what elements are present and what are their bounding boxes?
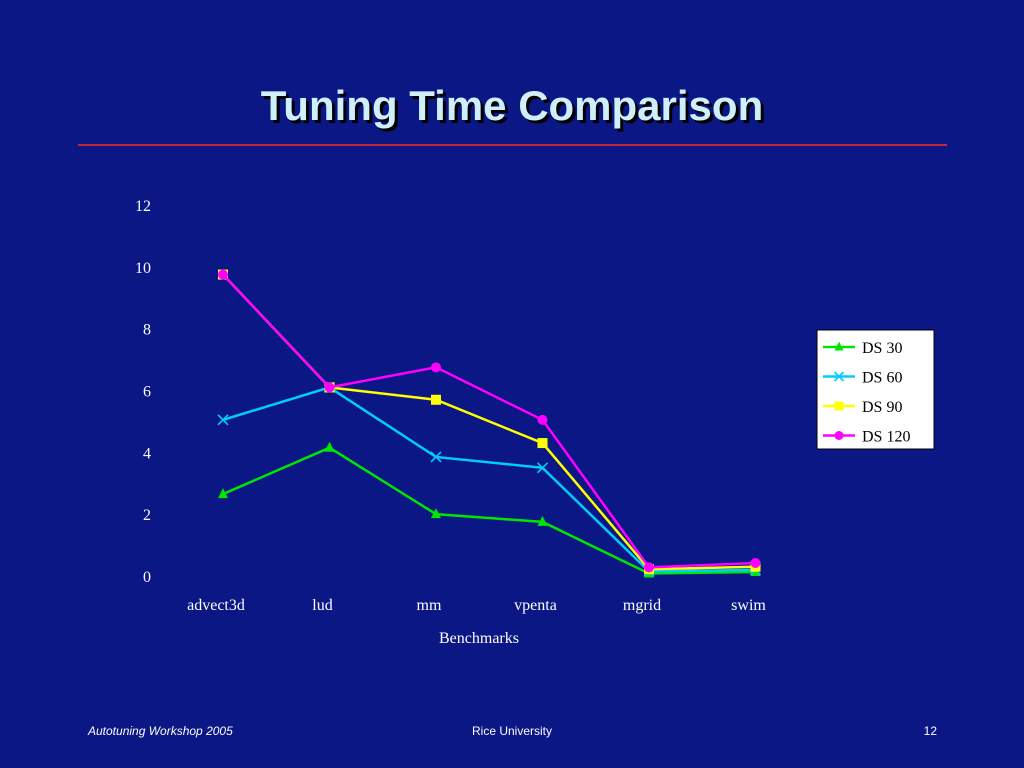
data-point: [218, 488, 228, 499]
x-marker-stroke: [217, 414, 229, 426]
x-tick-label: advect3d: [187, 597, 245, 614]
series-layer: [217, 269, 762, 578]
footer-event: Autotuning Workshop 2005: [88, 724, 233, 738]
data-point: [833, 371, 845, 382]
series-line: [222, 386, 756, 573]
series-ds-90: [218, 269, 761, 575]
legend-label: DS 30: [862, 340, 902, 357]
series-line: [222, 273, 756, 569]
y-tick-label: 6: [143, 384, 151, 401]
data-point: [431, 508, 441, 519]
legend-label: DS 90: [862, 399, 902, 416]
y-tick-label: 12: [135, 198, 151, 215]
data-point: [750, 558, 761, 569]
data-point: [834, 431, 844, 440]
data-point: [324, 382, 335, 393]
y-tick-label: 8: [143, 322, 151, 339]
x-marker-stroke: [833, 371, 845, 382]
data-point: [431, 394, 441, 405]
legend-entry: DS 60: [823, 370, 902, 387]
legend: DS 30 DS 60 DS 90 DS 120: [816, 329, 935, 450]
series-ds-60: [217, 381, 762, 577]
data-point: [431, 362, 441, 373]
data-point: [537, 515, 548, 526]
x-tick-label: swim: [731, 597, 766, 614]
data-point: [537, 414, 548, 425]
data-point: [834, 341, 844, 351]
legend-label: DS 120: [862, 429, 910, 446]
y-tick-label: 4: [143, 445, 151, 462]
x-axis: advect3d lud mm vpenta mgrid swim: [187, 597, 766, 614]
y-tick-label: 10: [135, 260, 151, 277]
title-divider: [78, 144, 947, 146]
y-tick-label: 0: [143, 569, 151, 586]
x-tick-label: vpenta: [514, 597, 557, 614]
y-tick-label: 2: [143, 507, 151, 524]
data-point: [430, 451, 442, 463]
data-point: [644, 562, 654, 573]
data-point: [536, 462, 549, 474]
series-line: [222, 446, 756, 575]
legend-label: DS 60: [862, 370, 902, 387]
data-point: [217, 414, 229, 426]
footer-institution: Rice University: [471, 724, 552, 738]
y-axis: 0 2 4 6 8 10 12: [135, 198, 151, 586]
x-tick-label: mm: [417, 597, 442, 614]
data-point: [537, 438, 548, 449]
data-point: [834, 401, 844, 411]
series-ds-120: [218, 269, 761, 573]
legend-entry: DS 90: [823, 399, 902, 416]
legend-entry: DS 120: [823, 429, 910, 446]
slide-title: Tuning Time Comparison: [260, 82, 764, 129]
x-tick-label: mgrid: [623, 597, 661, 614]
series-line: [222, 273, 756, 571]
data-point: [218, 269, 228, 280]
data-point: [324, 441, 335, 452]
x-axis-label: Benchmarks: [439, 630, 519, 647]
x-tick-label: lud: [312, 597, 332, 614]
x-marker-stroke: [430, 451, 442, 463]
x-marker-stroke: [536, 462, 549, 474]
page-number: 12: [923, 724, 937, 738]
legend-entry: DS 30: [823, 340, 902, 357]
